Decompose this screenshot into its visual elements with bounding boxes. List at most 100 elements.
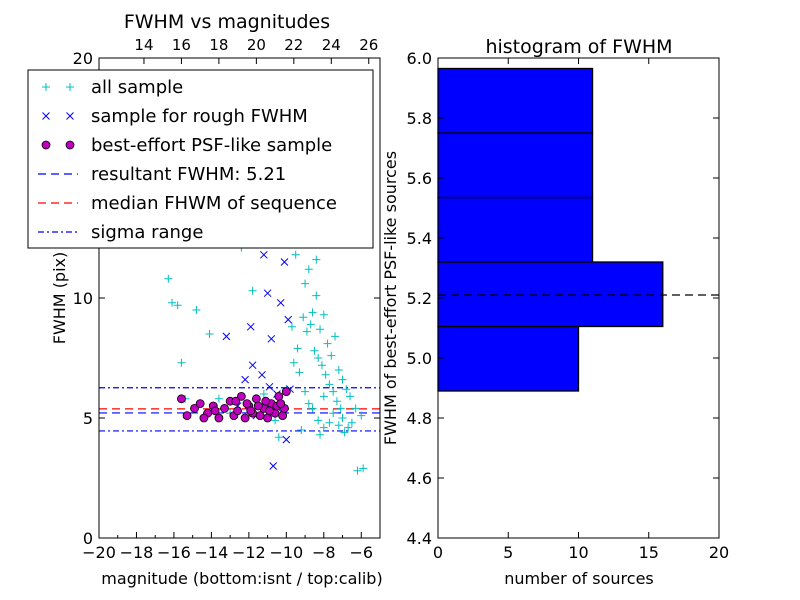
all-sample-point xyxy=(168,298,177,307)
psf-like-sample-point xyxy=(261,396,271,406)
all-sample-point xyxy=(332,397,341,406)
scatter-y-tick-label: 10 xyxy=(73,289,93,308)
histogram-y-axis-label: FWHM of best-effort PSF-like sources xyxy=(381,151,400,445)
all-sample-point xyxy=(319,392,328,401)
all-sample-point xyxy=(304,399,313,408)
legend-swatch xyxy=(65,140,75,150)
all-sample-point xyxy=(312,291,321,300)
scatter-title: FWHM vs magnitudes xyxy=(124,11,330,33)
histogram-y-tick-label: 5.4 xyxy=(407,229,432,248)
psf-like-sample-point xyxy=(274,391,284,401)
scatter-top-tick-label: 22 xyxy=(284,36,303,54)
psf-like-sample-point xyxy=(276,399,286,409)
scatter-x-tick-label: −14 xyxy=(195,543,229,562)
scatter-x-tick-label: −18 xyxy=(120,543,154,562)
all-sample-point xyxy=(299,313,308,322)
histogram-data-layer xyxy=(437,67,719,392)
histogram-y-tick-label: 5.2 xyxy=(407,289,432,308)
rough-fwhm-sample-point xyxy=(258,370,266,379)
legend-swatch xyxy=(66,112,74,120)
psf-like-sample-point xyxy=(251,394,261,404)
rough-fwhm-sample-point xyxy=(222,332,231,341)
psf-like-sample-point xyxy=(265,406,274,416)
scatter-x-axis-label: magnitude (bottom:isnt / top:calib) xyxy=(101,569,382,588)
psf-like-sample-point xyxy=(220,403,229,413)
scatter-data-layer xyxy=(99,210,380,475)
psf-like-sample-point xyxy=(210,406,220,416)
legend-label: median FHWM of sequence xyxy=(91,193,337,214)
psf-like-sample-point xyxy=(236,391,246,401)
all-sample-point xyxy=(287,322,296,331)
all-sample-point xyxy=(334,366,343,374)
scatter-top-tick-label: 16 xyxy=(172,36,191,54)
rough-fwhm-sample-point xyxy=(276,298,285,307)
legend-swatch xyxy=(42,83,50,91)
histogram-bar xyxy=(437,196,594,263)
all-sample-point xyxy=(205,330,214,338)
scatter-x-tick-label: −20 xyxy=(82,543,116,562)
scatter-top-tick-label: 14 xyxy=(134,36,153,54)
scatter-top-tick-label: 24 xyxy=(322,36,341,54)
all-sample-point xyxy=(214,394,223,403)
histogram-y-tick-label: 5.8 xyxy=(407,109,432,128)
all-sample-point xyxy=(347,418,356,427)
psf-like-sample-point xyxy=(214,413,224,423)
psf-like-sample-point xyxy=(253,401,263,411)
all-sample-point xyxy=(346,392,355,401)
histogram-y-tick-label: 4.4 xyxy=(407,529,432,548)
all-sample-point xyxy=(357,411,366,420)
histogram-x-tick-label: 15 xyxy=(639,543,659,562)
all-sample-point xyxy=(291,250,300,259)
rough-fwhm-sample-point xyxy=(280,258,289,266)
scatter-x-tick-label: −12 xyxy=(232,543,266,562)
psf-like-sample-point xyxy=(195,399,205,409)
all-sample-point xyxy=(329,409,338,418)
all-sample-point xyxy=(314,354,323,362)
all-sample-point xyxy=(274,433,283,442)
scatter-legend: all sample sample for rough FWHM best-effo… xyxy=(27,69,374,249)
histogram-bar xyxy=(437,325,580,392)
histogram-bar xyxy=(437,261,664,328)
psf-like-sample-point xyxy=(281,387,291,397)
legend-label: sigma range xyxy=(91,222,203,243)
all-sample-point xyxy=(301,387,310,396)
all-sample-point xyxy=(325,418,334,427)
all-sample-point xyxy=(297,426,306,434)
scatter-top-tick-label: 26 xyxy=(359,36,378,54)
scatter-y-axis-label: FWHM (pix) xyxy=(50,252,69,345)
legend-swatch xyxy=(41,140,51,150)
all-sample-point xyxy=(319,310,328,319)
all-sample-point xyxy=(338,375,347,384)
all-sample-point xyxy=(344,423,353,432)
all-sample-point xyxy=(306,320,315,329)
all-sample-point xyxy=(359,464,368,473)
all-sample-point xyxy=(312,255,321,264)
histogram-x-tick-label: 10 xyxy=(568,543,588,562)
scatter-axes: −20 −18 −16 −14 −12 −10 −8 −6 14 16 18 20 22 24 26 0 5 10… xyxy=(73,36,381,562)
histogram-y-tick-label: 5.6 xyxy=(407,169,432,188)
histogram-y-tick-label: 4.6 xyxy=(407,469,432,488)
all-sample-point xyxy=(302,327,311,336)
psf-like-sample-point xyxy=(233,406,243,416)
legend-swatch xyxy=(42,112,50,120)
psf-like-sample-point xyxy=(255,411,265,421)
histogram-y-tick-label: 5.0 xyxy=(407,349,432,368)
all-sample-point xyxy=(331,332,340,341)
legend-label: best-effort PSF-like sample xyxy=(91,135,332,156)
all-sample-point xyxy=(192,306,201,314)
all-sample-point xyxy=(248,286,257,295)
all-sample-point xyxy=(177,358,186,367)
all-sample-point xyxy=(327,351,336,360)
legend-swatch xyxy=(66,83,74,91)
all-sample-point xyxy=(289,358,298,367)
psf-like-sample-point xyxy=(240,413,250,423)
legend-label: all sample xyxy=(91,77,183,98)
scatter-y-tick-label: 5 xyxy=(83,409,93,428)
psf-like-sample-point xyxy=(190,403,199,413)
scatter-y-tick-label: 20 xyxy=(73,49,93,68)
scatter-x-tick-label: −16 xyxy=(157,543,191,562)
all-sample-point xyxy=(353,466,362,475)
rough-fwhm-sample-point xyxy=(284,315,293,324)
psf-like-sample-point xyxy=(263,413,273,423)
all-sample-point xyxy=(301,279,310,288)
